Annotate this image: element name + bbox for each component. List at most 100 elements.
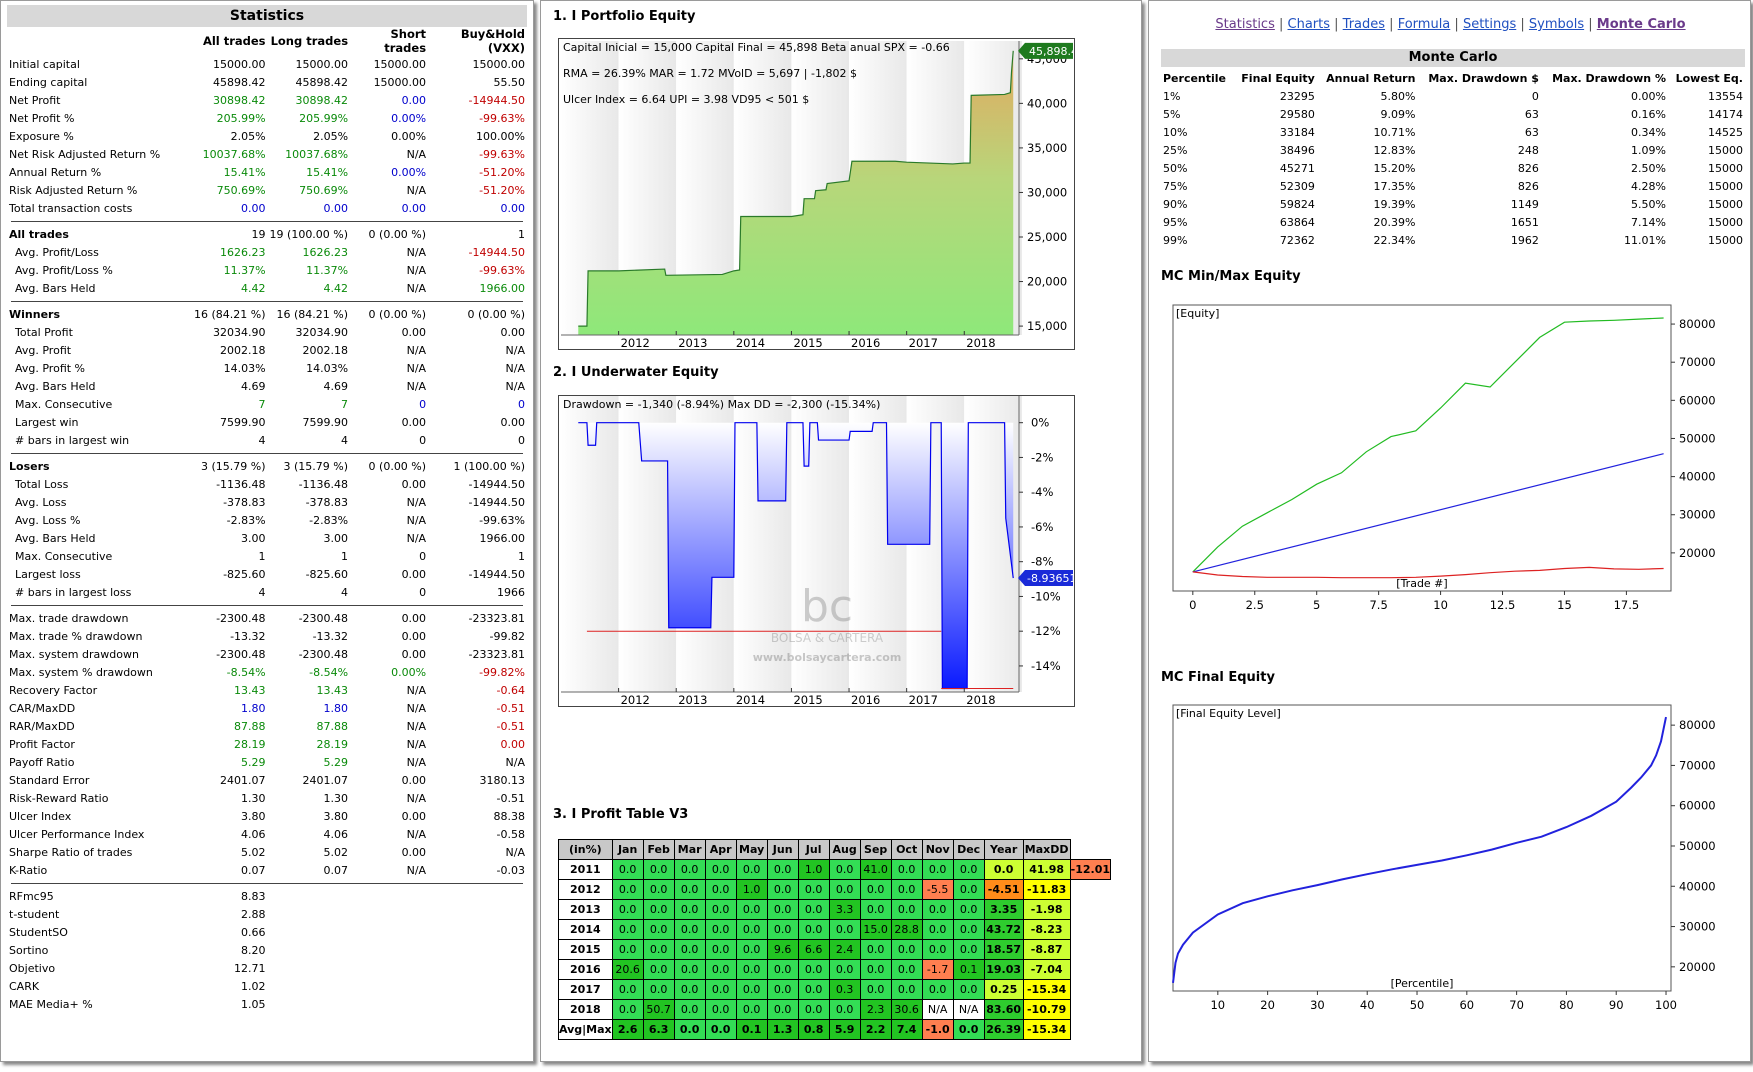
stat-row: Largest loss -825.60 -825.60 0.00 -14944.50: [7, 565, 527, 583]
stat-value: 0.00: [500, 201, 526, 215]
profit-table-header: Feb: [642, 839, 675, 860]
stat-value: [268, 905, 351, 923]
stat-value: -51.20%: [479, 183, 525, 197]
profit-table-cell: 0.0: [611, 879, 644, 900]
stat-value: 1.02: [241, 979, 266, 993]
stat-row: RFmc95 8.83: [7, 887, 527, 905]
stat-value: 13.43: [234, 683, 266, 697]
profit-table-cell: 0.0: [642, 879, 675, 900]
y-tick-label: 20,000: [1027, 275, 1067, 289]
profit-table-row: 2013 0.0 0.0 0.0 0.0 0.0 0.0 0.0 3.3 0.0 0.0 0.0 0.0…: [558, 899, 1111, 920]
stat-row: RAR/MaxDD 87.88 87.88 N/A -0.51: [7, 717, 527, 735]
profit-table-cell: 43.72: [983, 919, 1024, 940]
profit-table-cell: 0.0: [673, 899, 706, 920]
profit-table-cell: 41.0: [859, 859, 892, 880]
profit-table-cell: 0.0: [890, 939, 923, 960]
stat-value: [268, 923, 351, 941]
stat-value: 4: [258, 585, 266, 599]
stat-value: -825.60: [223, 567, 266, 581]
stat-label: Largest win: [15, 415, 79, 429]
mc-table-row: 95% 63864 20.39% 1651 7.14% 15000: [1161, 213, 1745, 231]
x-tick-label: 2013: [678, 336, 707, 349]
stat-value: 16 (84.21 %): [194, 307, 266, 321]
profit-table-cell: 0.0: [673, 919, 706, 940]
nav-link-trades[interactable]: Trades: [1342, 17, 1386, 32]
y-tick-label: 35,000: [1027, 141, 1067, 155]
nav-link-charts[interactable]: Charts: [1287, 17, 1331, 32]
nav-link-statistics[interactable]: Statistics: [1215, 17, 1275, 32]
profit-table-cell: 1.0: [797, 859, 830, 880]
stat-value: 13.43: [316, 683, 349, 697]
profit-table-row: 2016 20.6 0.0 0.0 0.0 0.0 0.0 0.0 0.0 0.0 0.0 -1.7 0…: [558, 959, 1111, 980]
stat-value: 3 (15.79 %): [201, 459, 266, 473]
profit-table-cell: 0.0: [735, 999, 768, 1020]
stat-value: [428, 977, 527, 995]
x-tick-label: 10: [1210, 998, 1225, 1012]
nav-link-formula[interactable]: Formula: [1397, 17, 1451, 32]
stat-label: Max. system % drawdown: [9, 665, 153, 679]
x-tick-label: 100: [1655, 998, 1677, 1012]
drawdown-area: [578, 422, 1014, 689]
stat-row: Net Profit 30898.42 30898.42 0.00 -14944.50: [7, 91, 527, 109]
x-tick-label: 10: [1433, 598, 1448, 612]
divider-line: [11, 220, 523, 222]
stat-value: 0.00: [241, 201, 266, 215]
stat-label: Max. Consecutive: [15, 549, 113, 563]
x-tick-label: 2016: [851, 336, 880, 349]
stat-value: 3.80: [241, 809, 266, 823]
profit-table-cell: 0.0: [952, 979, 985, 1000]
profit-table-cell: 0.0: [983, 859, 1024, 880]
nav-link-symbols[interactable]: Symbols: [1528, 17, 1585, 32]
mc-final-chart: 20000 30000 40000 50000 60000 70000 80000 10 20 3…: [1161, 701, 1745, 1051]
stat-row: Objetivo 12.71: [7, 959, 527, 977]
statistics-panel: Statistics All trades Long trades Short …: [0, 0, 534, 1062]
mc-table-cell: 0.34%: [1631, 125, 1666, 139]
nav-link-monte-carlo[interactable]: Monte Carlo: [1596, 17, 1686, 32]
section-divider: [7, 879, 527, 887]
stat-value: [428, 995, 527, 1013]
stat-value: 205.99%: [299, 111, 349, 125]
profit-table-header: (in%): [558, 839, 613, 860]
stat-value: 0: [419, 433, 427, 447]
chart-xlabel: [Percentile]: [1391, 977, 1454, 990]
stat-label: Ending capital: [9, 75, 88, 89]
stat-value: 1966: [497, 585, 525, 599]
y-tick-label: -14%: [1031, 659, 1061, 673]
stat-row: StudentSO 0.66: [7, 923, 527, 941]
profit-table-cell: 0.0: [735, 939, 768, 960]
profit-table-cell: 0.0: [952, 1019, 985, 1040]
series-line: [1192, 317, 1664, 573]
profit-table-row: 2015 0.0 0.0 0.0 0.0 0.0 9.6 6.6 2.4 0.0 0.0 0.0 0.0…: [558, 939, 1111, 960]
stat-value: 0: [419, 585, 427, 599]
stat-value: 1966.00: [479, 281, 526, 295]
stat-label: Sortino: [9, 943, 49, 957]
stat-label: StudentSO: [9, 925, 68, 939]
stat-row: Max. Consecutive 7 7 0 0: [7, 395, 527, 413]
x-tick-label: 2012: [621, 336, 650, 349]
stat-value: -1136.48: [216, 477, 266, 491]
mc-table-row: 50% 45271 15.20% 826 2.50% 15000: [1161, 159, 1745, 177]
profit-table-cell: 15.0: [859, 919, 892, 940]
stat-value: -2300.48: [298, 647, 349, 661]
stat-value: 0.00: [401, 845, 427, 859]
stat-value: -8.54%: [226, 665, 266, 679]
profit-table-cell: 7.4: [890, 1019, 923, 1040]
chart-legend: [Final Equity Level]: [1176, 707, 1281, 720]
mc-table-cell: 22.34%: [1373, 233, 1416, 247]
stat-value: [350, 941, 428, 959]
stat-value: 0.00: [401, 477, 427, 491]
stat-value: [350, 923, 428, 941]
mc-table-header: Annual Return: [1326, 71, 1416, 85]
stat-value: -99.63%: [479, 147, 525, 161]
stat-value: 0: [518, 433, 525, 447]
profit-table-cell: 0.0: [704, 979, 737, 1000]
nav-link-settings[interactable]: Settings: [1462, 17, 1517, 32]
profit-table-cell: 0.0: [797, 919, 830, 940]
stat-value: N/A: [406, 827, 427, 841]
stat-value: 88.38: [493, 809, 526, 823]
stat-value: 1: [518, 227, 525, 241]
mc-table-cell: 10.71%: [1373, 125, 1416, 139]
x-tick-label: 2.5: [1246, 598, 1264, 612]
profit-table-cell: -7.04: [1022, 959, 1071, 980]
y-tick-label: 25,000: [1027, 230, 1067, 244]
